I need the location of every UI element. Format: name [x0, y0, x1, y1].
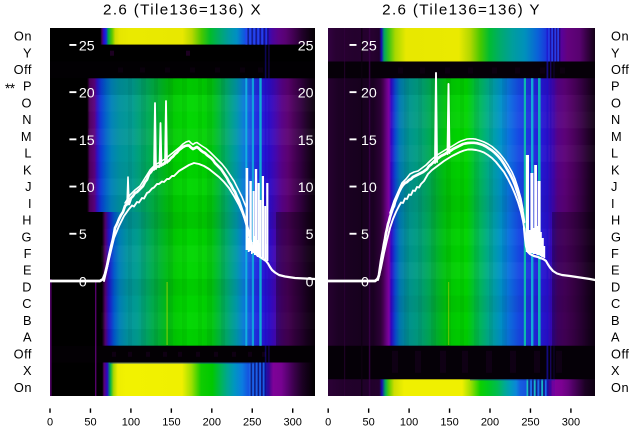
svg-text:C: C — [611, 296, 621, 311]
svg-text:50: 50 — [362, 417, 374, 429]
svg-text:0: 0 — [325, 417, 331, 429]
svg-text:J: J — [25, 179, 32, 194]
svg-text:G: G — [22, 229, 32, 244]
svg-text:L: L — [611, 146, 619, 161]
svg-text:Y: Y — [611, 45, 620, 60]
svg-text:H: H — [22, 213, 32, 228]
svg-text:150: 150 — [440, 417, 458, 429]
svg-text:250: 250 — [243, 417, 261, 429]
svg-text:M: M — [21, 129, 32, 144]
svg-text:200: 200 — [203, 417, 221, 429]
svg-text:E: E — [23, 263, 32, 278]
svg-text:0: 0 — [79, 274, 87, 290]
svg-text:250: 250 — [521, 417, 539, 429]
svg-text:Off: Off — [14, 346, 32, 361]
svg-text:20: 20 — [79, 86, 95, 102]
svg-text:On: On — [611, 380, 629, 395]
svg-text:2.6 (Tile136=136) X: 2.6 (Tile136=136) X — [103, 2, 262, 19]
svg-text:**: ** — [5, 81, 16, 96]
svg-text:A: A — [23, 330, 32, 345]
svg-text:15: 15 — [361, 133, 377, 149]
svg-text:N: N — [611, 112, 621, 127]
svg-text:F: F — [611, 246, 619, 261]
svg-text:100: 100 — [400, 417, 418, 429]
svg-text:On: On — [14, 380, 32, 395]
svg-text:O: O — [611, 96, 621, 111]
svg-text:P: P — [611, 79, 620, 94]
svg-text:On: On — [611, 29, 629, 44]
svg-text:I: I — [611, 196, 615, 211]
svg-text:Off: Off — [611, 346, 629, 361]
svg-text:L: L — [24, 146, 32, 161]
svg-text:5: 5 — [361, 227, 369, 243]
svg-text:0: 0 — [306, 274, 314, 290]
svg-text:M: M — [611, 129, 622, 144]
svg-text:N: N — [22, 112, 32, 127]
svg-text:10: 10 — [298, 180, 314, 196]
svg-text:15: 15 — [298, 133, 314, 149]
svg-text:J: J — [611, 179, 618, 194]
svg-text:Off: Off — [611, 62, 629, 77]
svg-text:20: 20 — [361, 86, 377, 102]
svg-text:K: K — [23, 162, 32, 177]
svg-text:200: 200 — [481, 417, 499, 429]
svg-text:25: 25 — [298, 38, 314, 54]
svg-text:50: 50 — [84, 417, 96, 429]
svg-text:0: 0 — [47, 417, 53, 429]
svg-text:25: 25 — [361, 38, 377, 54]
svg-text:5: 5 — [79, 227, 87, 243]
svg-text:Y: Y — [23, 45, 32, 60]
svg-text:On: On — [14, 29, 32, 44]
svg-text:A: A — [611, 330, 620, 345]
svg-text:X: X — [23, 363, 32, 378]
svg-text:0: 0 — [361, 274, 369, 290]
svg-text:G: G — [611, 229, 621, 244]
svg-text:H: H — [611, 213, 621, 228]
svg-text:P: P — [23, 79, 32, 94]
svg-text:D: D — [611, 280, 621, 295]
svg-text:F: F — [24, 246, 32, 261]
svg-text:I: I — [28, 196, 32, 211]
svg-text:10: 10 — [79, 180, 95, 196]
svg-text:300: 300 — [562, 417, 580, 429]
svg-text:25: 25 — [79, 38, 95, 54]
svg-text:Off: Off — [14, 62, 32, 77]
svg-text:15: 15 — [79, 133, 95, 149]
svg-text:X: X — [611, 363, 620, 378]
svg-text:10: 10 — [361, 180, 377, 196]
svg-text:C: C — [22, 296, 32, 311]
svg-text:150: 150 — [162, 417, 180, 429]
svg-text:100: 100 — [122, 417, 140, 429]
svg-text:300: 300 — [284, 417, 302, 429]
svg-text:2.6 (Tile136=136) Y: 2.6 (Tile136=136) Y — [382, 2, 541, 19]
svg-text:E: E — [611, 263, 620, 278]
svg-text:B: B — [23, 313, 32, 328]
svg-text:K: K — [611, 162, 620, 177]
svg-text:O: O — [22, 96, 32, 111]
svg-text:5: 5 — [306, 227, 314, 243]
svg-text:B: B — [611, 313, 620, 328]
svg-text:D: D — [22, 280, 32, 295]
svg-text:20: 20 — [298, 86, 314, 102]
